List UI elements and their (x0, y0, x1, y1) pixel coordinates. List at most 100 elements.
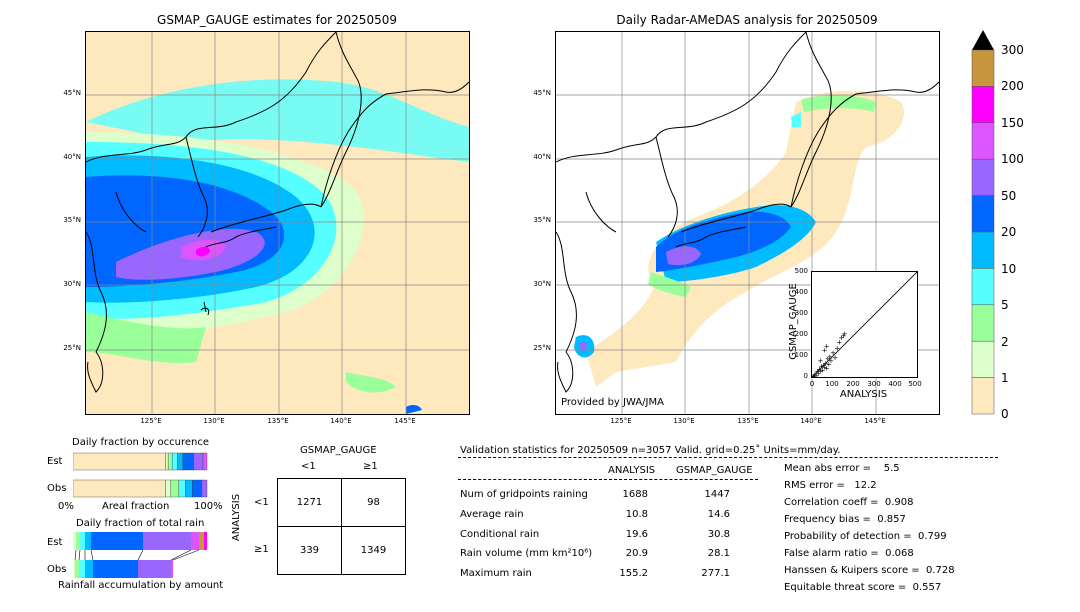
left-lon-130: 130°E (203, 417, 225, 425)
scatter-point: + (819, 362, 825, 370)
occurrence-bar-segment (171, 452, 178, 471)
scatter-point: + (812, 373, 816, 377)
map-credit: Provided by JWA/JMA (561, 397, 664, 408)
scatter-point: + (828, 357, 834, 365)
right-lat-45: 45°N (533, 89, 551, 97)
score-hk: Hanssen & Kuipers score = 0.728 (784, 565, 955, 576)
colorbar-label-20: 20 (1001, 225, 1017, 239)
scatter-point: + (842, 330, 848, 338)
left-lon-125: 125°E (140, 417, 162, 425)
occurrence-bar-segment (185, 479, 193, 498)
colorbar-segment (971, 340, 995, 378)
scatter-ytick-100: 100 (794, 351, 808, 359)
scatter-xlabel: ANALYSIS (839, 389, 888, 400)
scatter-point: + (816, 366, 822, 374)
colorbar-label-10: 10 (1001, 262, 1017, 276)
right-lat-25: 25°N (533, 344, 551, 352)
colorbar-label-1: 1 (1001, 371, 1009, 385)
validation-row-label: Num of gridpoints raining (460, 489, 588, 500)
colorbar-label-2: 2 (1001, 335, 1009, 349)
colorbar-label-0: 0 (1001, 407, 1009, 421)
validation-row-gsmap: 28.1 (707, 548, 730, 559)
scatter-xtick-500: 500 (908, 380, 922, 388)
colorbar (971, 30, 995, 415)
scatter-point: + (834, 345, 840, 353)
contingency-col-ge: ≥1 (363, 461, 378, 472)
scatter-point: + (841, 332, 847, 340)
colorbar-label-50: 50 (1001, 189, 1017, 203)
colorbar-segment (971, 304, 995, 342)
scatter-point: + (838, 334, 844, 342)
scatter-point: + (817, 357, 823, 365)
scatter-point: + (820, 367, 826, 375)
validation-row-gsmap: 30.8 (707, 529, 730, 540)
colorbar-segment (971, 377, 995, 415)
scatter-point: + (826, 360, 832, 368)
scatter-point: + (812, 371, 818, 377)
left-lat-25: 25°N (63, 344, 81, 352)
scatter-point: + (823, 359, 829, 367)
scatter-point: + (822, 364, 828, 372)
right-lon-135: 135°E (737, 417, 759, 425)
scatter-xtick-100: 100 (825, 380, 839, 388)
left-lat-35: 35°N (63, 216, 81, 224)
validation-row-analysis: 1688 (622, 489, 648, 500)
total-rain-row-est: Est (47, 537, 63, 548)
scatter-point: + (827, 353, 833, 361)
right-lon-130: 130°E (673, 417, 695, 425)
validation-row-label: Maximum rain (460, 568, 532, 579)
scatter-ytick-300: 300 (794, 309, 808, 317)
left-map (85, 31, 470, 415)
left-lon-140: 140°E (330, 417, 352, 425)
occurrence-bar-segment (201, 479, 208, 498)
occurrence-bar-segment (73, 479, 166, 498)
occurrence-axis-mid: Areal fraction (102, 501, 170, 512)
left-lat-45: 45°N (63, 89, 81, 97)
right-map-title: Daily Radar-AMeDAS analysis for 20250509 (616, 13, 878, 27)
validation-row-analysis: 155.2 (619, 568, 648, 579)
occurrence-axis-left: 0% (58, 501, 74, 512)
colorbar-extend-arrow (972, 30, 994, 50)
validation-table-divider (458, 479, 758, 480)
colorbar-segment (971, 49, 995, 87)
validation-col-analysis: ANALYSIS (608, 465, 656, 476)
right-map: ++++++++++++++++++++++++++++ 500 400 300… (555, 31, 940, 415)
left-lat-30: 30°N (63, 280, 81, 288)
scatter-xtick-0: 0 (809, 380, 815, 388)
score-ets: Equitable threat score = 0.557 (784, 582, 942, 593)
colorbar-label-300: 300 (1001, 43, 1024, 57)
validation-row-analysis: 10.8 (625, 509, 648, 520)
occurrence-row-est: Est (47, 456, 63, 467)
scatter-xtick-200: 200 (846, 380, 860, 388)
colorbar-segment (971, 268, 995, 306)
scatter-xtick-400: 400 (888, 380, 902, 388)
score-correlation: Correlation coeff = 0.908 (784, 497, 914, 508)
scatter-point: + (824, 343, 830, 351)
total-rain-footer: Rainfall accumulation by amount (58, 580, 224, 591)
occurrence-row-obs: Obs (47, 483, 67, 494)
total-rain-row-obs: Obs (47, 564, 67, 575)
validation-row-gsmap: 1447 (704, 489, 730, 500)
validation-row-gsmap: 14.6 (707, 509, 730, 520)
scatter-point: + (832, 354, 838, 362)
right-lon-145: 145°E (864, 417, 886, 425)
scatter-point: + (824, 365, 830, 373)
score-rms: RMS error = 12.2 (784, 480, 877, 491)
scatter-ylabel: GSMAP_GAUGE (788, 283, 799, 360)
left-lon-135: 135°E (267, 417, 289, 425)
occurrence-axis-right: 100% (194, 501, 223, 512)
left-lon-145: 145°E (394, 417, 416, 425)
scatter-inset: ++++++++++++++++++++++++++++ (811, 271, 918, 378)
scatter-ytick-0: 0 (803, 372, 808, 380)
right-lat-35: 35°N (533, 216, 551, 224)
occurrence-bar-segment (202, 452, 208, 471)
validation-col-gsmap: GSMAP_GAUGE (676, 465, 753, 476)
contingency-cell-ge-lt: 339 (277, 526, 342, 575)
right-lon-140: 140°E (800, 417, 822, 425)
occurrence-bar-segment (167, 452, 173, 471)
contingency-row-title: ANALYSIS (231, 493, 243, 542)
occurrence-bar-segment (178, 479, 186, 498)
contingency-col-lt: <1 (301, 461, 316, 472)
scatter-point: + (815, 369, 821, 377)
scatter-point: + (817, 368, 823, 376)
